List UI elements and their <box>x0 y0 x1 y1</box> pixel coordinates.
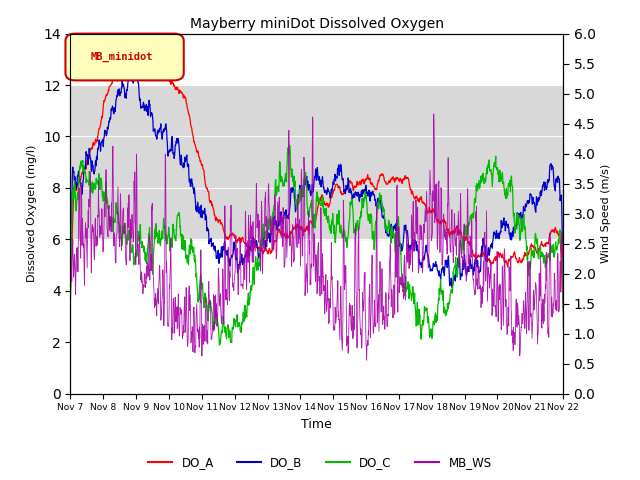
X-axis label: Time: Time <box>301 418 332 431</box>
Y-axis label: Wind Speed (m/s): Wind Speed (m/s) <box>601 164 611 263</box>
Y-axis label: Dissolved Oxygen (mg/l): Dissolved Oxygen (mg/l) <box>28 145 38 282</box>
Legend: DO_A, DO_B, DO_C, MB_WS: DO_A, DO_B, DO_C, MB_WS <box>143 452 497 474</box>
Text: MB_minidot: MB_minidot <box>91 51 154 62</box>
FancyBboxPatch shape <box>65 34 184 80</box>
Bar <box>70 85 563 240</box>
Title: Mayberry miniDot Dissolved Oxygen: Mayberry miniDot Dissolved Oxygen <box>190 17 444 31</box>
